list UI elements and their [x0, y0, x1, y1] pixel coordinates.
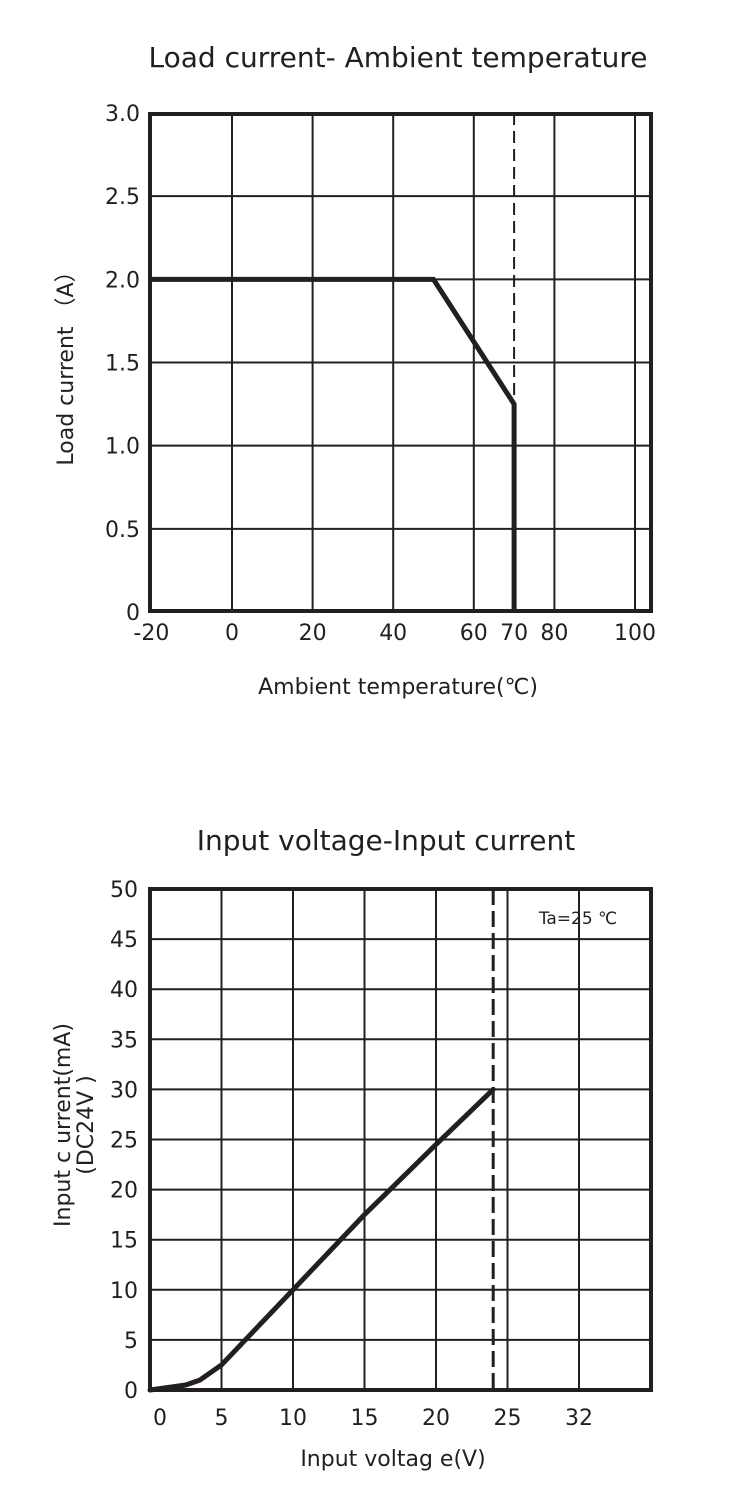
y-tick-label: 5: [124, 1329, 138, 1354]
chart-title: Input voltage-Input current: [197, 824, 576, 857]
y-tick-label: 0.5: [105, 518, 140, 543]
x-tick-label: 10: [279, 1406, 307, 1431]
y-tick-label: 0: [124, 1379, 138, 1404]
y-tick-label: 1.5: [105, 352, 140, 377]
y-tick-label: 25: [110, 1129, 138, 1154]
x-tick-label: 32: [565, 1406, 593, 1431]
x-tick-label: 0: [225, 621, 239, 646]
x-tick-label: 40: [379, 621, 407, 646]
series-line: [147, 1086, 496, 1393]
x-tick-label: 60: [460, 621, 488, 646]
x-axis-label: Input voltag e(V): [300, 1447, 485, 1472]
x-tick-label: 100: [614, 621, 656, 646]
y-axis-ticks: 0 0.5 1.0 1.5 2.0 2.5 3.0: [105, 102, 140, 626]
series-line: [151, 276, 517, 612]
x-tick-label: 80: [540, 621, 568, 646]
x-axis-ticks: 0 5 10 15 20 25 32: [153, 1406, 593, 1431]
load-current-chart: Load current- Ambient temperature -20 0 20…: [54, 41, 656, 700]
plot-frame: [148, 112, 653, 613]
y-tick-label: 15: [110, 1229, 138, 1254]
y-tick-label: 1.0: [105, 435, 140, 460]
x-tick-label: -20: [133, 621, 169, 646]
x-tick-label: 5: [215, 1406, 229, 1431]
chart-grid: [150, 889, 652, 1390]
y-tick-label: 20: [110, 1179, 138, 1204]
y-axis-label-sub: (DC24V ): [74, 1075, 99, 1175]
plot-frame: [148, 887, 653, 1392]
y-tick-label: 35: [110, 1028, 138, 1053]
data-series: [147, 1086, 496, 1393]
y-tick-label: 50: [110, 878, 138, 903]
data-series: [151, 276, 517, 612]
chart-grid: [150, 113, 652, 612]
y-axis-ticks: 0 5 10 15 20 25 30 35 40 45 50: [110, 878, 138, 1404]
x-tick-label: 20: [422, 1406, 450, 1431]
input-current-chart: Input voltage-Input current Ta=25 ℃ 0 5 10…: [51, 824, 653, 1472]
x-tick-label: 20: [299, 621, 327, 646]
y-tick-label: 40: [110, 978, 138, 1003]
x-tick-label: 25: [494, 1406, 522, 1431]
x-tick-label: 70: [500, 621, 528, 646]
y-axis-label: Load current （A）: [54, 260, 79, 465]
y-tick-label: 2.0: [105, 268, 140, 293]
y-tick-label: 45: [110, 928, 138, 953]
x-axis-label: Ambient temperature(℃): [258, 675, 538, 700]
x-axis-ticks: -20 0 20 40 60 70 80 100: [133, 621, 656, 646]
chart-title: Load current- Ambient temperature: [149, 41, 648, 74]
y-tick-label: 0: [126, 601, 140, 626]
x-tick-label: 0: [153, 1406, 167, 1431]
y-tick-label: 3.0: [105, 102, 140, 127]
y-tick-label: 10: [110, 1279, 138, 1304]
y-tick-label: 2.5: [105, 185, 140, 210]
x-tick-label: 15: [351, 1406, 379, 1431]
y-axis-label: Input c urrent(mA): [51, 1023, 76, 1227]
y-tick-label: 30: [110, 1078, 138, 1103]
ambient-temperature-annotation: Ta=25 ℃: [538, 909, 617, 929]
